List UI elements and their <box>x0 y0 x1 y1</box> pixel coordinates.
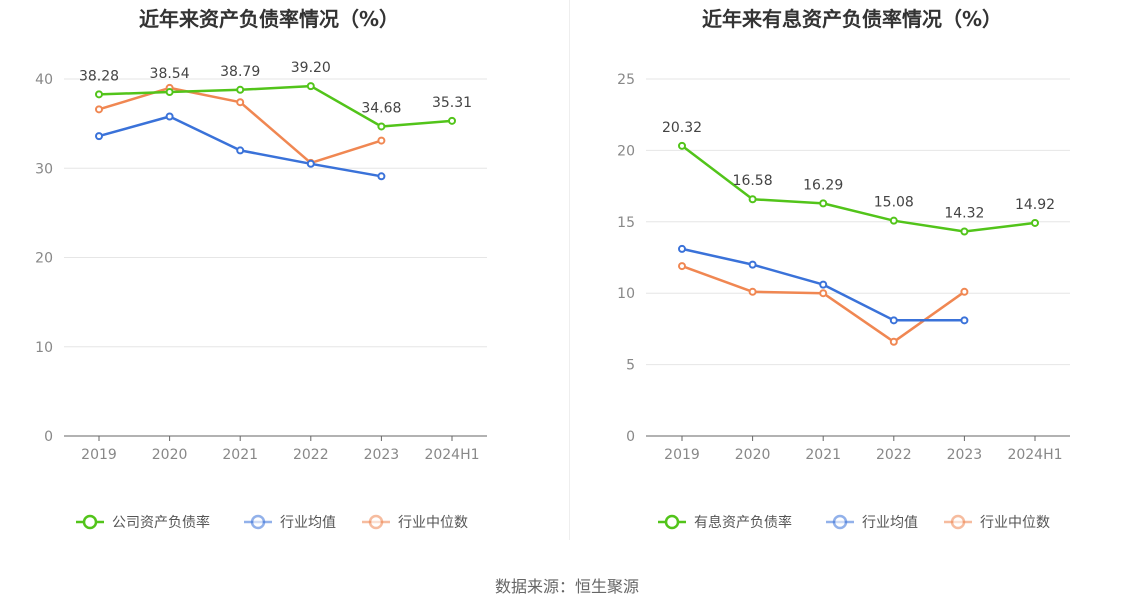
data-label: 16.29 <box>803 177 843 193</box>
x-tick-label: 2021 <box>222 447 258 463</box>
data-point <box>748 260 757 269</box>
series-line-1 <box>98 84 453 128</box>
data-point <box>678 244 686 253</box>
y-tick-label: 0 <box>626 429 635 445</box>
data-point <box>889 316 898 325</box>
x-tick-label: 2022 <box>293 447 329 463</box>
legend-label: 有息资产负债率 <box>694 514 792 531</box>
legend-marker <box>832 514 848 530</box>
data-point <box>95 105 103 114</box>
data-label: 38.28 <box>79 68 119 84</box>
data-point <box>678 141 686 150</box>
data-point <box>960 287 969 296</box>
data-point <box>236 98 245 107</box>
y-tick-label: 30 <box>35 161 53 177</box>
x-tick-label: 2024H1 <box>424 447 479 463</box>
data-source: 数据来源：恒生聚源 <box>495 577 639 596</box>
y-tick-label: 20 <box>617 143 635 159</box>
legend-label: 公司资产负债率 <box>112 514 210 531</box>
legend-item-1: 有息资产负债率 <box>658 514 792 531</box>
series-line-3 <box>681 264 966 344</box>
data-point <box>236 85 245 94</box>
data-point <box>678 262 686 271</box>
data-label: 20.32 <box>662 120 702 136</box>
legend-marker <box>664 514 680 530</box>
data-point <box>889 216 898 225</box>
y-tick-label: 0 <box>44 429 53 445</box>
legend-label: 行业均值 <box>862 515 918 531</box>
x-tick-label: 2024H1 <box>1007 447 1062 463</box>
x-tick-label: 2020 <box>152 447 188 463</box>
legend-item-1: 公司资产负债率 <box>76 514 210 531</box>
data-point <box>748 195 757 204</box>
y-tick-label: 10 <box>35 340 53 356</box>
y-tick-label: 20 <box>35 251 53 267</box>
data-label: 35.31 <box>432 95 472 111</box>
data-point <box>960 316 969 325</box>
data-point <box>819 199 828 208</box>
data-label: 38.79 <box>220 64 260 80</box>
chart-title: 近年来有息资产负债率情况（%） <box>702 7 1002 31</box>
data-point <box>165 112 174 121</box>
data-label: 34.68 <box>361 100 401 116</box>
y-tick-label: 10 <box>617 286 635 302</box>
legend-marker <box>950 514 966 530</box>
data-point <box>748 287 757 296</box>
x-tick-label: 2023 <box>364 447 400 463</box>
y-tick-label: 40 <box>35 72 53 88</box>
x-tick-label: 2021 <box>805 447 841 463</box>
y-tick-label: 25 <box>617 72 635 88</box>
legend-item-3: 行业中位数 <box>944 514 1050 531</box>
x-tick-label: 2023 <box>947 447 983 463</box>
legend-marker <box>368 514 384 530</box>
data-label: 14.32 <box>944 206 984 222</box>
legend-label: 行业中位数 <box>980 515 1050 531</box>
data-point <box>448 116 456 125</box>
data-point <box>165 88 174 97</box>
data-point <box>377 172 386 181</box>
x-tick-label: 2022 <box>876 447 912 463</box>
data-label: 38.54 <box>150 66 190 82</box>
data-point <box>95 132 103 141</box>
x-tick-label: 2019 <box>664 447 700 463</box>
data-point <box>306 159 315 168</box>
chart-title: 近年来资产负债率情况（%） <box>139 7 399 31</box>
legend-item-3: 行业中位数 <box>362 514 468 531</box>
series-line-1 <box>681 144 1036 233</box>
data-label: 15.08 <box>874 195 914 211</box>
data-point <box>236 146 245 155</box>
y-tick-label: 15 <box>617 215 635 231</box>
data-point <box>306 82 315 91</box>
data-point <box>819 280 828 289</box>
data-point <box>377 122 386 131</box>
chart-panel-2: 近年来有息资产负债率情况（%） 0 5 10 15 20 25 2019 2020 2021 202… <box>617 7 1070 531</box>
legend-item-2: 行业均值 <box>244 514 336 531</box>
data-point <box>377 136 386 145</box>
y-tick-label: 5 <box>626 358 635 374</box>
data-label: 16.58 <box>733 173 773 189</box>
data-point <box>1031 218 1039 227</box>
legend-item-2: 行业均值 <box>826 514 918 531</box>
data-point <box>95 90 103 99</box>
data-label: 14.92 <box>1015 197 1055 213</box>
data-point <box>819 289 828 298</box>
legend-label: 行业中位数 <box>398 515 468 531</box>
x-tick-label: 2020 <box>735 447 771 463</box>
legend-marker <box>250 514 266 530</box>
x-tick-label: 2019 <box>81 447 117 463</box>
chart-panel-1: 近年来资产负债率情况（%） 0 10 20 30 40 2019 2020 2021 2022 20… <box>35 7 487 531</box>
legend-label: 行业均值 <box>280 515 336 531</box>
data-point <box>960 227 969 236</box>
data-label: 39.20 <box>291 60 331 76</box>
data-point <box>889 337 898 346</box>
legend-marker <box>82 514 98 530</box>
